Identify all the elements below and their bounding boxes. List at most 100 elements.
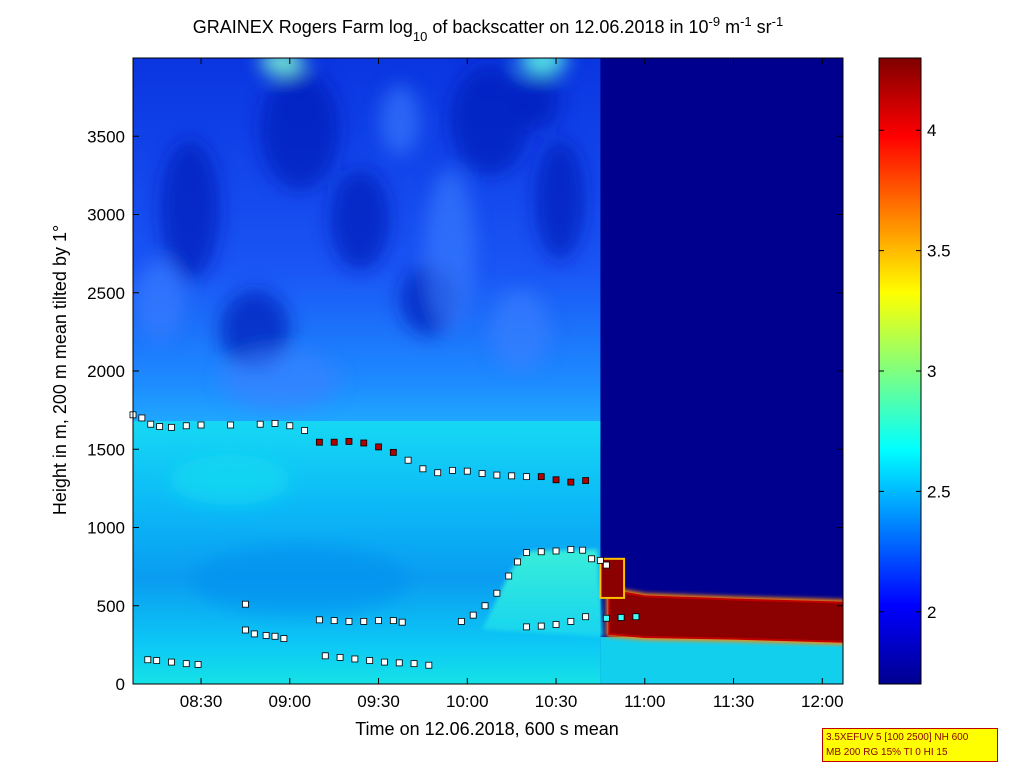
y-tick-label: 1000: [87, 519, 125, 538]
texture-dark-blob: [220, 290, 290, 370]
near-surface-region: [600, 637, 843, 684]
texture-dark-blob: [330, 170, 390, 270]
x-axis-label: Time on 12.06.2018, 600 s mean: [355, 719, 619, 739]
layer-marker: [404, 456, 412, 464]
layer-marker: [138, 414, 146, 422]
layer-marker: [242, 600, 249, 608]
texture-light-blob: [220, 350, 340, 410]
x-tick-label: 08:30: [180, 692, 223, 711]
layer-marker: [271, 420, 279, 427]
layer-marker: [301, 427, 308, 434]
colorbar-ticks: 2 2.5 3 3.5 4: [879, 121, 951, 622]
processing-info-box: 3.5XEFUV 5 [100 2500] NH 600 MB 200 RG 1…: [822, 728, 998, 762]
layer-marker: [632, 613, 640, 621]
x-tick-label: 09:00: [269, 692, 312, 711]
layer-marker: [315, 616, 323, 624]
y-axis: 0 500 1000 1500 2000 2500 3000 3500: [87, 127, 843, 694]
layer-marker: [514, 558, 521, 566]
layer-marker: [567, 546, 575, 553]
layer-marker: [321, 652, 329, 660]
layer-marker: [144, 656, 152, 664]
layer-marker: [597, 556, 604, 564]
layer-marker: [449, 466, 456, 474]
y-tick-label: 2500: [87, 284, 125, 303]
texture-light-blob: [170, 455, 290, 505]
colorbar-tick-label: 4: [927, 121, 936, 140]
top-spot: [519, 58, 567, 74]
layer-marker: [256, 420, 264, 428]
layer-marker: [336, 653, 344, 661]
y-tick-label: 3500: [87, 127, 125, 146]
layer-marker: [582, 477, 590, 484]
x-tick-label: 11:30: [713, 692, 754, 711]
x-tick-label: 10:30: [535, 692, 578, 711]
layer-marker: [389, 448, 397, 456]
layer-marker: [537, 622, 545, 630]
info-line-2: MB 200 RG 15% TI 0 HI 15: [826, 747, 948, 758]
growing-boundary-bump: [482, 549, 604, 638]
layer-marker: [194, 661, 202, 668]
dense-aerosol-layer: [608, 588, 843, 643]
texture-light-blob: [490, 290, 550, 370]
layer-marker: [345, 438, 353, 445]
boundary-texture: [170, 455, 410, 615]
layer-marker: [197, 421, 205, 429]
texture-dark-blob: [160, 140, 220, 280]
y-tick-label: 3000: [87, 206, 125, 225]
layer-marker: [156, 423, 164, 430]
layer-marker: [286, 422, 294, 430]
layer-marker: [360, 618, 368, 625]
colorbar-tick-label: 3: [927, 362, 936, 381]
y-tick-label: 500: [97, 597, 125, 616]
layer-marker: [375, 617, 382, 625]
dense-aerosol-patch: [599, 557, 626, 599]
texture-light-blob: [425, 170, 475, 330]
texture-dark-blob: [450, 65, 530, 175]
layer-marker: [389, 617, 397, 625]
y-tick-label: 1500: [87, 440, 125, 459]
layer-marker: [395, 659, 403, 667]
layer-marker: [375, 443, 382, 451]
colorbar-tick-label: 3.5: [927, 242, 951, 261]
layer-marker: [463, 467, 471, 475]
layer-marker: [425, 661, 433, 669]
x-tick-label: 10:00: [446, 692, 489, 711]
texture-light-blob: [135, 260, 185, 340]
texture-dark-blob: [520, 70, 560, 130]
layer-marker: [567, 478, 575, 486]
layer-marker: [242, 626, 249, 634]
layer-marker: [523, 549, 530, 556]
layer-marker: [366, 657, 374, 664]
y-axis-label: Height in m, 200 m mean tilted by 1°: [50, 225, 70, 515]
layer-marker: [147, 420, 155, 428]
y-tick-label: 0: [116, 675, 125, 694]
x-axis: 08:30 09:00 09:30 10:00 10:30 11:00 11:30 12:00: [180, 58, 844, 711]
layer-marker: [552, 621, 560, 628]
layer-marker: [588, 555, 595, 563]
texture-light-blob: [380, 85, 420, 155]
layer-marker: [552, 476, 560, 484]
x-tick-label: 12:00: [801, 692, 844, 711]
layer-marker: [345, 618, 353, 625]
layer-marker: [168, 423, 175, 431]
top-spot: [260, 58, 304, 74]
layer-marker: [351, 655, 359, 663]
layer-marker: [381, 658, 388, 666]
layer-marker: [262, 632, 270, 639]
colorbar-tick-label: 2: [927, 603, 936, 622]
texture-dark-blob: [260, 70, 340, 190]
layer-marker: [250, 630, 258, 638]
layer-marker: [419, 465, 427, 473]
layer-marker: [537, 548, 545, 556]
x-tick-label: 11:00: [624, 692, 665, 711]
layer-marker: [552, 547, 560, 555]
texture-dark-blob: [535, 140, 585, 260]
upper-texture: [135, 58, 585, 410]
layer-marker: [508, 472, 516, 480]
layer-marker: [315, 438, 323, 446]
layer-marker: [168, 658, 175, 666]
layer-marker: [182, 660, 190, 668]
layer-marker: [398, 618, 406, 626]
